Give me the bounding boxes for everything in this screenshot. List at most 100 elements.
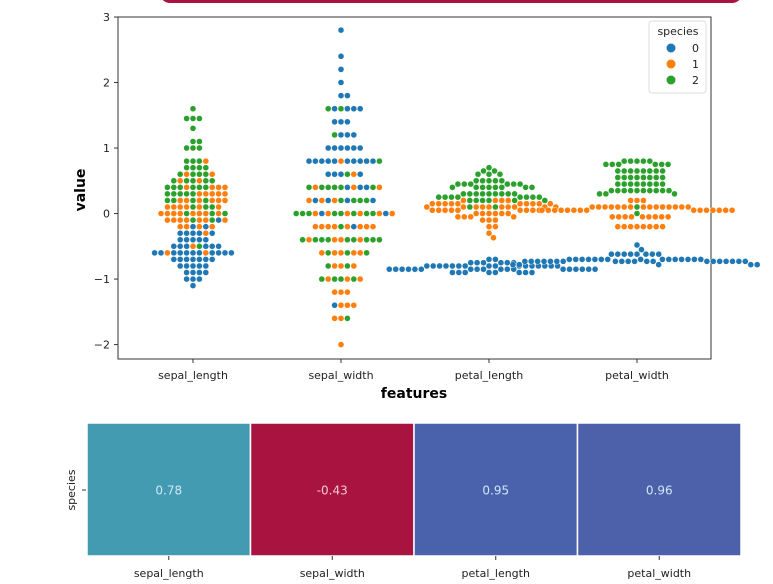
swarm-point-sepal_length-species-1 — [221, 216, 229, 224]
legend-label-species-2: 2 — [692, 74, 699, 87]
swarm-point-sepal_width-species-1 — [344, 275, 351, 283]
top-banner-edge — [162, 0, 740, 3]
swarm-point-sepal_width-species-0 — [331, 302, 338, 309]
swarm-point-sepal_width-species-0 — [350, 157, 357, 165]
swarm-point-sepal_length-species-0 — [183, 275, 190, 283]
swarm-point-petal_width-species-1 — [545, 207, 552, 214]
swarm-point-sepal_length-species-2 — [189, 177, 197, 184]
swarm-point-sepal_length-species-0 — [202, 262, 210, 270]
swarm-point-petal_length-species-0 — [392, 266, 399, 273]
swarm-point-petal_length-species-2 — [492, 184, 499, 191]
swarm-point-petal_width-species-1 — [640, 223, 647, 230]
swarm-point-sepal_width-species-0 — [331, 105, 338, 112]
swarm-point-sepal_length-species-0 — [151, 249, 158, 257]
swarm-point-petal_width-species-1 — [601, 203, 609, 211]
swarm-point-petal_width-species-2 — [640, 157, 647, 165]
swarm-point-petal_length-species-2 — [529, 193, 537, 201]
swarm-point-sepal_width-species-1 — [357, 236, 364, 243]
swarm-point-sepal_length-species-0 — [183, 243, 190, 250]
swarm-point-sepal_length-species-1 — [183, 197, 190, 204]
swarm-point-petal_width-species-2 — [614, 174, 621, 181]
swarm-point-sepal_width-species-1 — [344, 210, 351, 217]
swarm-point-sepal_length-species-1 — [202, 216, 210, 224]
swarm-point-petal_length-species-2 — [479, 177, 486, 184]
swarm-point-sepal_length-species-2 — [196, 243, 203, 250]
swarm-point-petal_length-species-2 — [498, 184, 505, 191]
swarm-point-petal_width-species-2 — [627, 157, 634, 165]
swarm-point-sepal_width-species-1 — [357, 223, 364, 230]
swarm-point-petal_width-species-2 — [621, 174, 628, 181]
swarm-point-petal_length-species-0 — [485, 262, 493, 270]
swarm-point-sepal_width-species-0 — [312, 157, 319, 165]
swarm-point-petal_width-species-0 — [637, 256, 644, 263]
swarm-point-petal_width-species-2 — [608, 187, 615, 194]
swarm-point-petal_width-species-2 — [653, 187, 660, 194]
swarm-point-petal_width-species-1 — [614, 203, 621, 211]
swarm-point-sepal_width-species-0 — [344, 157, 351, 165]
swarm-point-petal_width-species-0 — [572, 256, 579, 263]
swarm-point-sepal_length-species-2 — [196, 157, 203, 165]
swarm-point-sepal_width-species-1 — [357, 275, 364, 283]
swarm-point-petal_length-species-0 — [480, 266, 487, 273]
y-tick-label: 3 — [103, 11, 110, 24]
swarm-point-petal_width-species-0 — [534, 258, 541, 265]
swarm-point-petal_width-species-2 — [615, 161, 622, 168]
swarm-point-petal_length-species-1 — [435, 207, 442, 214]
swarm-point-sepal_width-species-2 — [318, 236, 325, 243]
swarm-point-sepal_width-species-2 — [312, 236, 319, 243]
swarm-point-sepal_length-species-0 — [202, 236, 210, 243]
swarm-point-petal_length-species-0 — [411, 266, 419, 273]
swarm-point-sepal_length-species-2 — [196, 184, 203, 191]
swarm-point-petal_width-species-1 — [577, 207, 584, 214]
swarm-point-sepal_width-species-2 — [344, 171, 351, 178]
swarm-point-sepal_width-species-1 — [325, 223, 332, 230]
swarm-point-petal_width-species-1 — [646, 203, 653, 211]
swarm-point-petal_width-species-0 — [585, 256, 592, 263]
swarm-point-petal_width-species-0 — [591, 256, 599, 263]
swarm-point-petal_length-species-2 — [435, 193, 442, 201]
swarm-point-sepal_width-species-1 — [337, 157, 345, 165]
swarm-point-petal_length-species-2 — [485, 184, 493, 191]
swarm-point-petal_width-species-0 — [722, 258, 730, 265]
swarm-point-sepal_length-species-0 — [157, 249, 165, 257]
swarm-point-sepal_width-species-1 — [337, 302, 345, 309]
swarm-point-petal_length-species-1 — [492, 210, 499, 217]
swarm-point-sepal_length-species-1 — [196, 190, 203, 198]
swarm-point-sepal_width-species-2 — [350, 210, 357, 217]
swarm-point-sepal_length-species-2 — [208, 216, 216, 224]
swarm-point-sepal_width-species-1 — [318, 197, 325, 204]
swarm-point-sepal_length-species-2 — [176, 184, 184, 191]
swarm-point-sepal_length-species-0 — [189, 282, 197, 289]
swarm-point-sepal_length-species-1 — [183, 171, 190, 178]
swarm-point-sepal_width-species-0 — [331, 144, 338, 152]
swarm-point-sepal_width-species-0 — [344, 105, 351, 112]
swarm-point-petal_length-species-1 — [511, 203, 518, 211]
swarm-point-sepal_width-species-0 — [305, 157, 313, 165]
swarm-point-sepal_length-species-0 — [189, 256, 197, 263]
swarm-point-petal_width-species-2 — [646, 187, 653, 194]
swarm-point-sepal_length-species-2 — [189, 171, 197, 178]
swarm-point-sepal_width-species-1 — [325, 210, 332, 217]
swarm-point-sepal_width-species-2 — [376, 157, 383, 165]
swarm-point-sepal_length-species-0 — [196, 269, 203, 276]
swarm-point-petal_length-species-1 — [523, 207, 530, 214]
heatmap-cell-sepal_width — [249, 422, 415, 557]
swarm-point-petal_length-species-0 — [449, 269, 456, 276]
swarm-point-petal_length-species-2 — [479, 184, 486, 191]
swarm-point-petal_width-species-2 — [646, 167, 653, 175]
swarm-point-petal_length-species-2 — [479, 190, 486, 198]
swarm-point-petal_length-species-0 — [559, 266, 567, 273]
swarm-point-sepal_width-species-2 — [325, 105, 332, 112]
x-tick-label: sepal_width — [308, 369, 373, 382]
swarm-point-petal_width-species-1 — [583, 207, 590, 214]
swarm-point-petal_length-species-0 — [485, 269, 493, 276]
legend-box — [648, 20, 707, 94]
swarm-point-petal_length-species-1 — [510, 213, 517, 221]
swarm-point-petal_length-species-2 — [473, 190, 480, 198]
swarm-point-petal_width-species-2 — [665, 187, 673, 194]
swarm-point-petal_length-species-2 — [460, 190, 467, 198]
swarm-point-petal_length-species-0 — [430, 262, 437, 270]
swarm-point-petal_width-species-2 — [633, 180, 641, 188]
swarm-point-petal_width-species-1 — [621, 223, 628, 230]
swarm-point-sepal_length-species-2 — [189, 197, 197, 204]
